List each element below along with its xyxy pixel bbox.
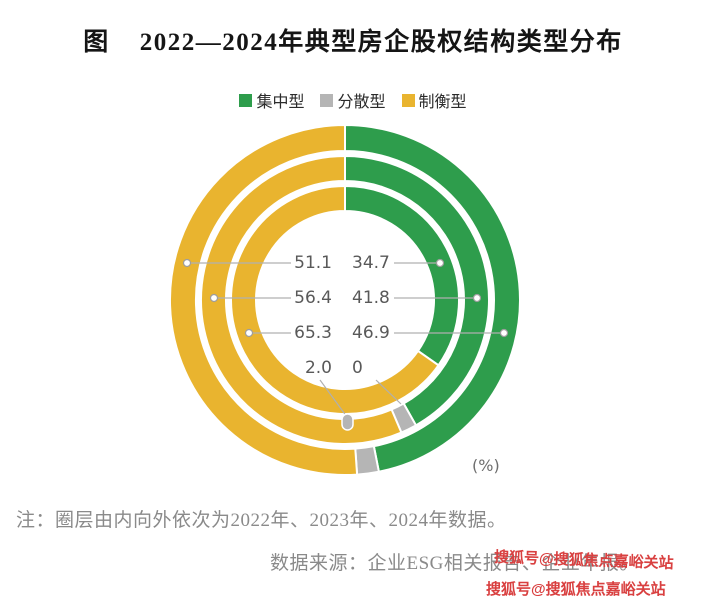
leader-lines	[191, 262, 500, 418]
donut-rings	[168, 123, 521, 476]
leader-dot	[244, 328, 254, 338]
leader-dot	[209, 293, 219, 303]
source-text: 数据来源：企业ESG相关报告、企业年报。	[270, 553, 639, 574]
leader-line	[375, 379, 402, 405]
value-balanced-2024: 51.1	[294, 253, 332, 273]
value-balanced-2023: 56.4	[294, 288, 332, 308]
leader-dot	[182, 258, 192, 268]
leader-dot	[472, 293, 482, 303]
value-dispersed-2022: 0	[352, 358, 363, 378]
chart-title-text: 2022—2024年典型房企股权结构类型分布	[139, 29, 623, 56]
chart-title-prefix: 图	[83, 29, 110, 56]
dispersed-segment-marker	[341, 413, 354, 431]
legend-item-dispersed: 分散型	[320, 88, 386, 112]
leader-dot	[499, 328, 509, 338]
legend-label-concentrated: 集中型	[256, 94, 305, 111]
chart-legend: 集中型 分散型 制衡型	[0, 88, 706, 112]
note-text: 注：圈层由内向外依次为2022年、2023年、2024年数据。	[16, 510, 507, 531]
value-concentrated-2023: 41.8	[352, 288, 390, 308]
value-concentrated-2024: 46.9	[352, 323, 390, 343]
chart-title: 图 2022—2024年典型房企股权结构类型分布	[0, 22, 706, 58]
leader-dots	[182, 258, 509, 338]
leader-line	[319, 379, 348, 418]
legend-label-dispersed: 分散型	[337, 94, 386, 111]
ring-segment-2023年-制衡型	[199, 154, 403, 445]
legend-item-concentrated: 集中型	[239, 88, 304, 112]
value-dispersed-2024: 2.0	[304, 358, 332, 378]
value-balanced-2022: 65.3	[294, 323, 332, 343]
legend-swatch-gray-icon	[320, 93, 334, 107]
ring-segment-2022年-制衡型	[230, 184, 440, 415]
legend-label-balanced: 制衡型	[418, 94, 467, 111]
legend-swatch-green-icon	[239, 93, 253, 107]
ring-segment-2024年-制衡型	[168, 123, 359, 476]
watermark-text: 搜狐号@搜狐焦点嘉峪关站	[486, 581, 666, 598]
ring-segment-2024年-分散型	[354, 445, 381, 476]
legend-item-balanced: 制衡型	[401, 88, 467, 112]
value-concentrated-2022: 34.7	[352, 253, 390, 273]
leader-dot	[435, 258, 445, 268]
percent-unit-label: (%)	[472, 456, 500, 475]
legend-swatch-yellow-icon	[401, 93, 415, 107]
